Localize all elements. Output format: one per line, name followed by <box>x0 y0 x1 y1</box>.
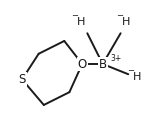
Text: H: H <box>77 17 85 27</box>
Text: O: O <box>78 57 87 71</box>
Text: H: H <box>133 72 141 82</box>
Text: −: − <box>116 11 123 20</box>
Text: −: − <box>127 66 134 75</box>
Text: −: − <box>71 11 78 20</box>
Text: H: H <box>122 17 130 27</box>
Text: B: B <box>99 57 107 71</box>
Text: S: S <box>18 73 26 86</box>
Text: 3+: 3+ <box>110 54 122 63</box>
